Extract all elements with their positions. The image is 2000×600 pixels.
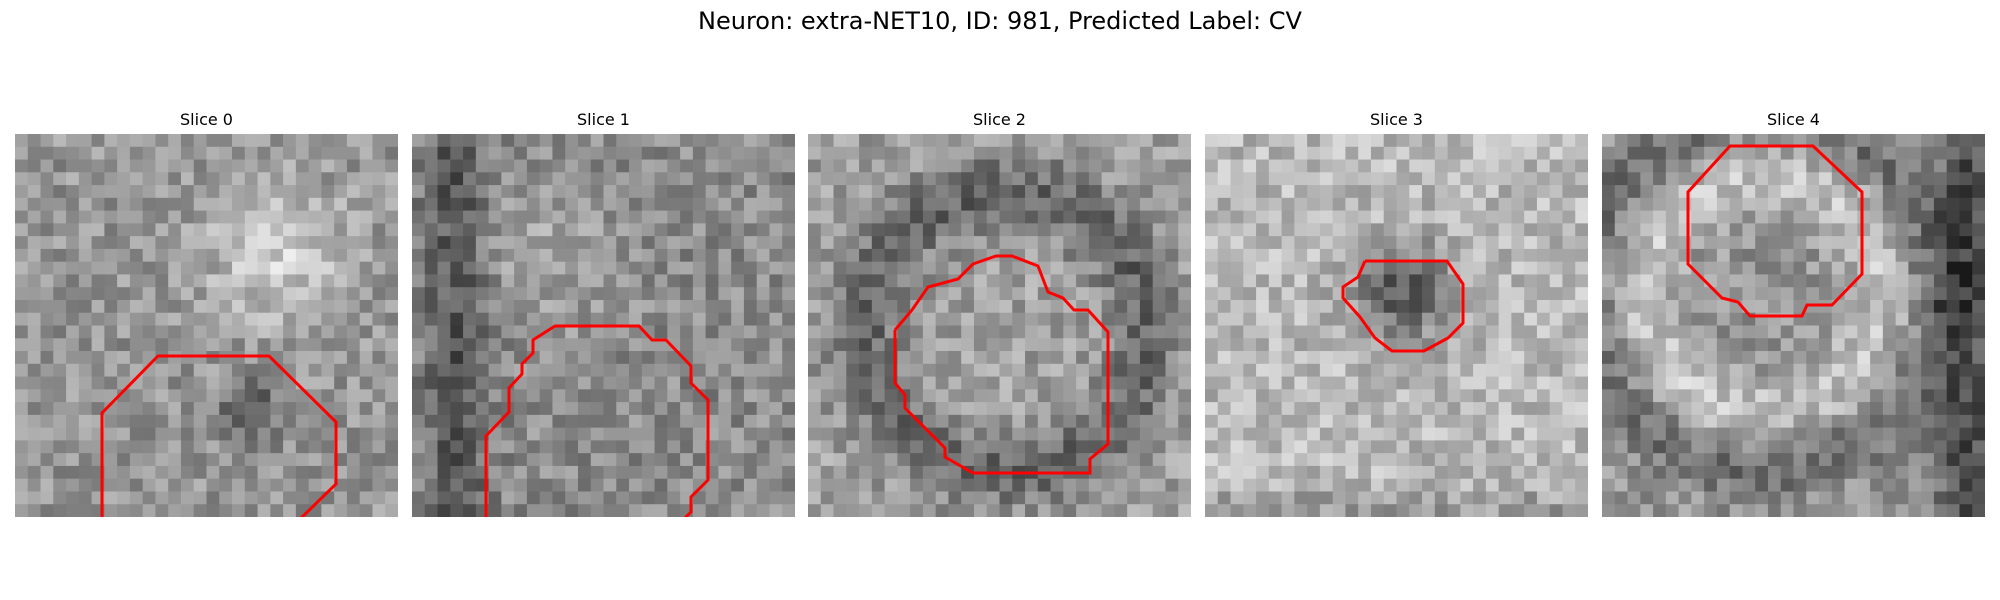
noise-texture <box>412 134 795 517</box>
noise-texture <box>1205 134 1588 517</box>
roi-contour <box>484 324 710 517</box>
slice-image-4 <box>1602 134 1985 517</box>
noise-texture <box>1602 134 1985 517</box>
slice-panel-2: Slice 2 <box>808 110 1191 517</box>
noise-texture <box>808 134 1191 517</box>
slice-title-0: Slice 0 <box>180 110 233 129</box>
slice-panel-1: Slice 1 <box>412 110 795 517</box>
roi-contour <box>100 354 338 517</box>
slice-title-3: Slice 3 <box>1370 110 1423 129</box>
slice-title-4: Slice 4 <box>1767 110 1820 129</box>
slice-panel-0: Slice 0 <box>15 110 398 517</box>
roi-contour <box>1341 259 1465 353</box>
slice-image-3 <box>1205 134 1588 517</box>
roi-contour <box>1686 144 1864 318</box>
slice-panel-3: Slice 3 <box>1205 110 1588 517</box>
slice-image-1 <box>412 134 795 517</box>
slice-panel-4: Slice 4 <box>1602 110 1985 517</box>
slice-title-2: Slice 2 <box>973 110 1026 129</box>
noise-texture <box>15 134 398 517</box>
slice-image-0 <box>15 134 398 517</box>
roi-contour <box>893 254 1110 475</box>
figure-title: Neuron: extra-NET10, ID: 981, Predicted … <box>698 7 1302 35</box>
slice-image-2 <box>808 134 1191 517</box>
slice-title-1: Slice 1 <box>577 110 630 129</box>
